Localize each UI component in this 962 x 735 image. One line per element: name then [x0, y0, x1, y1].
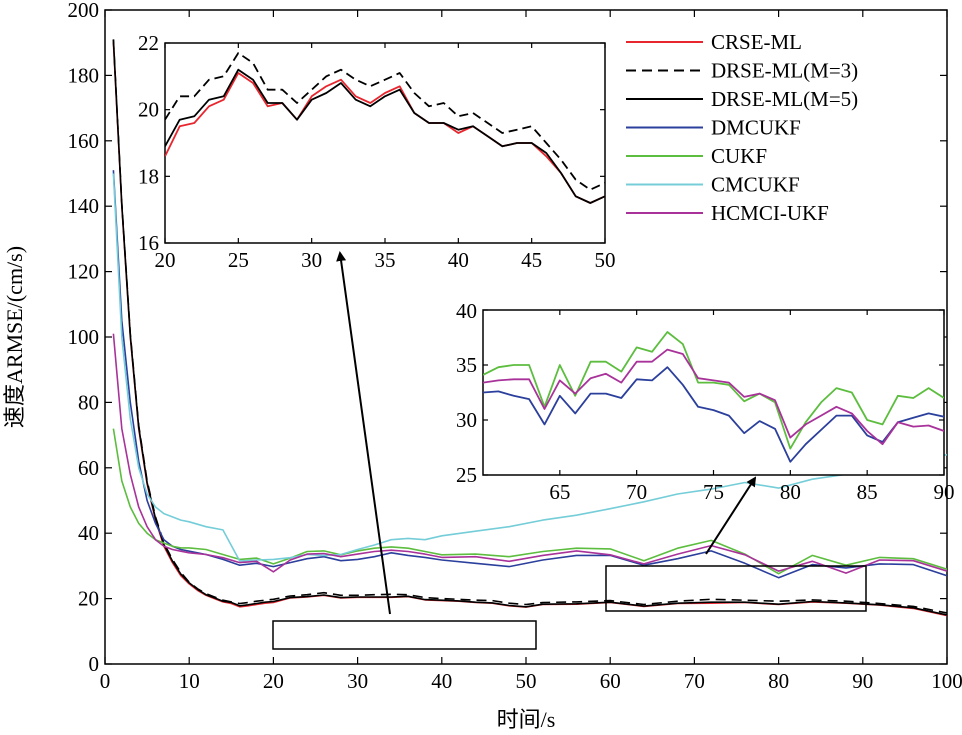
y-tick-label: 0 — [89, 652, 100, 676]
x-tick-label: 70 — [684, 669, 705, 693]
legend-label-dmcukf: DMCUKF — [711, 116, 801, 140]
x-tick-label: 35 — [375, 248, 396, 272]
x-tick-label: 70 — [626, 480, 647, 504]
y-tick-label: 18 — [138, 164, 159, 188]
y-tick-label: 100 — [68, 325, 100, 349]
legend: CRSE-ML DRSE-ML(M=3) DRSE-ML(M=5) DMCUKF CUK… — [626, 30, 858, 225]
legend-label-cmcukf: CMCUKF — [711, 173, 800, 197]
y-tick-label: 20 — [138, 98, 159, 122]
arrow-to-right-inset — [705, 476, 757, 555]
legend-label-hcmci-ukf: HCMCI-UKF — [711, 201, 829, 225]
x-tick-label: 50 — [595, 248, 616, 272]
series-line-drse-ml-m-5 — [165, 68, 605, 204]
y-tick-label: 40 — [456, 299, 477, 323]
inset-right-series-group — [483, 331, 944, 463]
y-tick-label: 35 — [456, 353, 477, 377]
legend-label-crse-ml: CRSE-ML — [711, 30, 802, 54]
series-line-cukf — [483, 331, 944, 450]
x-tick-label: 60 — [600, 669, 621, 693]
series-line-cmcukf — [112, 173, 947, 562]
series-line-drse-ml-m-3 — [165, 52, 605, 191]
x-tick-label: 0 — [100, 669, 111, 693]
x-tick-label: 10 — [179, 669, 200, 693]
x-tick-label: 65 — [549, 480, 570, 504]
series-line-dmcukf — [483, 366, 944, 463]
x-tick-label: 85 — [857, 480, 878, 504]
series-line-cukf — [112, 428, 947, 575]
main-series-group — [112, 39, 947, 617]
zoom-box-right — [605, 565, 867, 612]
x-tick-label: 20 — [263, 669, 284, 693]
y-tick-label: 200 — [68, 0, 100, 22]
y-tick-label: 120 — [68, 260, 100, 284]
x-tick-label: 30 — [301, 248, 322, 272]
x-tick-label: 75 — [703, 480, 724, 504]
series-line-dmcukf — [112, 170, 947, 579]
y-tick-label: 160 — [68, 129, 100, 153]
inset-top-frame — [164, 42, 606, 244]
x-tick-label: 100 — [931, 669, 962, 693]
legend-label-cukf: CUKF — [711, 144, 767, 168]
x-axis-label: 时间/s — [497, 707, 556, 732]
legend-label-drse-ml-m-3: DRSE-ML(M=3) — [711, 59, 858, 83]
y-tick-label: 30 — [456, 408, 477, 432]
arrow-to-top-inset — [336, 251, 391, 615]
main-axis-ticks: 0 10 20 30 40 50 60 70 80 90 100 0 20 40 60 80 100 120 140… — [68, 0, 962, 693]
x-tick-label: 40 — [431, 669, 452, 693]
y-axis-label: 速度ARMSE/(cm/s) — [2, 246, 27, 428]
inset-top-ticks: 20 25 30 35 40 45 50 16 18 20 22 — [138, 31, 616, 272]
series-line-drse-ml-m-5 — [112, 39, 947, 616]
x-tick-label: 90 — [934, 480, 955, 504]
y-tick-label: 40 — [78, 521, 99, 545]
y-tick-label: 180 — [68, 63, 100, 87]
x-tick-label: 30 — [347, 669, 368, 693]
y-tick-label: 20 — [78, 587, 99, 611]
y-tick-label: 140 — [68, 194, 100, 218]
x-tick-label: 90 — [852, 669, 873, 693]
series-line-hcmci-ukf — [483, 348, 944, 446]
y-tick-label: 80 — [78, 390, 99, 414]
x-tick-label: 40 — [448, 248, 469, 272]
zoom-box-left — [272, 620, 537, 650]
series-line-drse-ml-m-3 — [112, 39, 947, 614]
inset-top-series-group — [165, 52, 605, 204]
y-tick-label: 22 — [138, 31, 159, 55]
y-tick-label: 25 — [456, 463, 477, 487]
x-tick-label: 80 — [780, 480, 801, 504]
legend-label-drse-ml-m-5: DRSE-ML(M=5) — [711, 87, 858, 111]
inset-right-ticks: 65 70 75 80 85 90 25 30 35 40 — [456, 299, 955, 504]
x-tick-label: 45 — [521, 248, 542, 272]
series-line-hcmci-ukf — [112, 333, 947, 574]
x-tick-label: 20 — [155, 248, 176, 272]
inset-right-frame — [482, 309, 945, 476]
y-tick-label: 16 — [138, 231, 159, 255]
x-tick-label: 80 — [768, 669, 789, 693]
y-tick-label: 60 — [78, 456, 99, 480]
x-tick-label: 25 — [228, 248, 249, 272]
x-tick-label: 50 — [516, 669, 537, 693]
